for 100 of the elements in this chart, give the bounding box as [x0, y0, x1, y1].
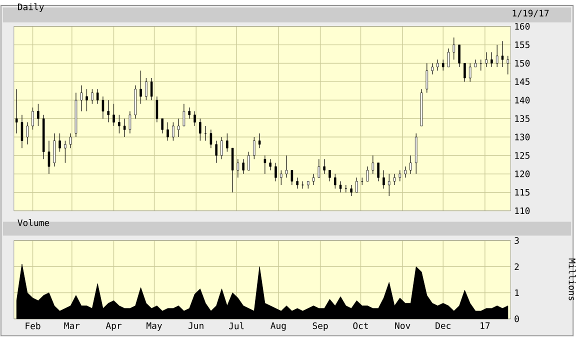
- candlestick: [242, 159, 244, 174]
- candlestick: [128, 111, 132, 134]
- candlestick: [220, 136, 223, 160]
- candlestick: [464, 63, 466, 82]
- candlestick: [506, 56, 510, 75]
- candlestick: [264, 155, 266, 174]
- candlestick: [501, 40, 504, 68]
- y-tick-label: 160: [515, 23, 530, 30]
- candlestick: [280, 170, 282, 186]
- y-tick-label: 115: [515, 189, 530, 196]
- chart-title: Volume: [18, 219, 50, 226]
- candlestick: [86, 88, 88, 112]
- candlestick: [123, 118, 126, 138]
- y-tick-label: 145: [515, 78, 530, 86]
- x-tick-label: Oct: [353, 322, 368, 330]
- candlestick: [150, 78, 153, 101]
- candlestick: [140, 70, 142, 104]
- x-tick-label: Apr: [106, 322, 122, 331]
- x-tick-label: Nov: [395, 322, 410, 330]
- x-tick-label: Dec: [436, 322, 450, 330]
- candlestick: [496, 44, 498, 68]
- candlestick: [64, 140, 66, 164]
- candlestick: [166, 122, 169, 142]
- candlestick: [236, 159, 240, 178]
- candlestick: [58, 133, 61, 152]
- candlestick: [231, 148, 234, 193]
- y-tick-label: 2: [514, 263, 519, 270]
- candlestick: [458, 44, 460, 68]
- y-tick-label: 120: [515, 170, 530, 178]
- candlestick: [377, 162, 380, 182]
- candlestick: [274, 162, 277, 182]
- candlestick: [404, 166, 406, 178]
- text: 1/19/17: [512, 10, 549, 18]
- y-tick-label: 110: [515, 208, 530, 214]
- y-tick-label: 140: [515, 96, 530, 104]
- candlestick: [296, 177, 298, 190]
- x-tick-label: May: [146, 322, 162, 331]
- candlestick: [226, 133, 228, 152]
- y-tick-label: 150: [515, 60, 530, 67]
- candlestick: [37, 104, 40, 126]
- chart-title: Daily: [18, 3, 44, 12]
- candlestick: [172, 122, 174, 142]
- candlestick: [177, 118, 180, 138]
- y-tick-label: 0: [514, 316, 519, 322]
- candlestick: [118, 114, 120, 134]
- candlestick: [215, 140, 218, 164]
- candlestick: [48, 140, 50, 174]
- y-tick-label: 135: [515, 115, 530, 122]
- candlestick: [102, 96, 104, 120]
- x-tick-label: Jun: [188, 322, 204, 330]
- candlestick: [210, 129, 212, 149]
- y-axis-title: Millions: [568, 258, 576, 300]
- candlestick: [112, 104, 115, 126]
- candlestick: [96, 88, 99, 104]
- candlestick: [452, 37, 456, 60]
- candlestick: [107, 100, 110, 123]
- candlestick: [91, 88, 94, 104]
- candlestick: [290, 170, 294, 186]
- candlestick: [32, 107, 34, 130]
- candlestick: [485, 52, 488, 68]
- candlestick: [69, 133, 72, 149]
- candlestick: [410, 155, 412, 174]
- candlestick: [194, 111, 196, 126]
- candlestick: [468, 63, 472, 82]
- candlestick: [431, 63, 434, 75]
- candlestick: [328, 170, 331, 182]
- candlestick: [490, 52, 493, 68]
- x-tick-label: Feb: [26, 322, 40, 330]
- x-tick-label: Sep: [312, 322, 328, 331]
- candlestick: [447, 48, 450, 68]
- candlestick: [436, 59, 439, 72]
- candlestick: [145, 78, 148, 101]
- candlestick: [156, 96, 158, 123]
- candlestick: [339, 181, 342, 193]
- candlestick: [426, 63, 428, 94]
- candlestick: [248, 152, 250, 171]
- y-tick-label: 155: [515, 42, 530, 48]
- candlestick: [15, 88, 18, 134]
- candlestick: [161, 118, 164, 134]
- candlestick: [20, 114, 24, 149]
- candlestick: [318, 159, 320, 178]
- candlestick: [182, 104, 186, 126]
- candlestick: [356, 177, 358, 193]
- candlestick: [398, 170, 402, 182]
- candlestick: [199, 118, 202, 142]
- candlestick: [388, 174, 390, 196]
- candlestick: [258, 133, 261, 149]
- candlestick: [269, 159, 272, 171]
- candlestick: [80, 85, 83, 112]
- x-tick-label: Mar: [64, 322, 80, 330]
- y-tick-label: 125: [515, 152, 530, 159]
- x-tick-label: Aug: [270, 322, 286, 331]
- candlestick: [382, 170, 385, 190]
- candlestick: [253, 136, 256, 160]
- candlestick: [442, 59, 444, 72]
- candlestick: [188, 107, 191, 120]
- candlestick: [285, 155, 288, 178]
- candlestick: [312, 174, 315, 186]
- candlestick: [26, 122, 29, 145]
- candlestick: [323, 159, 326, 174]
